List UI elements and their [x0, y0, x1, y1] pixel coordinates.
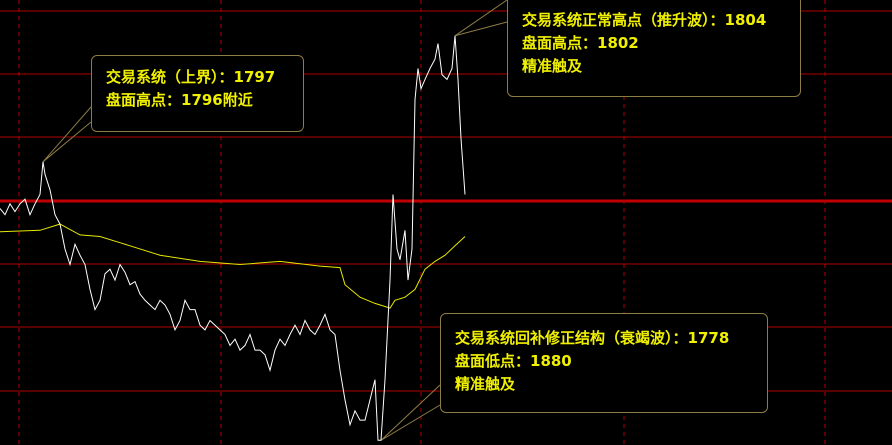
annotation-leader: [380, 384, 441, 441]
annotation-leader: [42, 106, 92, 163]
annotation-text: 盘面高点：1796附近: [106, 91, 253, 109]
annotation-correction-low: 交易系统回补修正结构（衰竭波）：1778 盘面低点：1880 精准触及: [440, 313, 768, 413]
annotation-text: 精准触及: [522, 57, 583, 75]
annotation-normal-high: 交易系统正常高点（推升波）：1804 盘面高点：1802 精准触及: [507, 0, 801, 97]
price-line: [0, 35, 466, 441]
annotation-leader: [454, 0, 508, 37]
annotation-upper-bound: 交易系统（上界）：1797 盘面高点：1796附近: [91, 55, 304, 132]
annotation-text: 交易系统正常高点（推升波）：1804: [522, 11, 767, 29]
annotation-text: 盘面高点：1802: [522, 34, 639, 52]
annotation-text: 交易系统回补修正结构（衰竭波）：1778: [455, 329, 730, 347]
annotation-text: 精准触及: [455, 375, 516, 393]
annotation-text: 交易系统（上界）：1797: [106, 68, 276, 86]
average-price-line: [0, 223, 466, 309]
annotation-text: 盘面低点：1880: [455, 352, 572, 370]
